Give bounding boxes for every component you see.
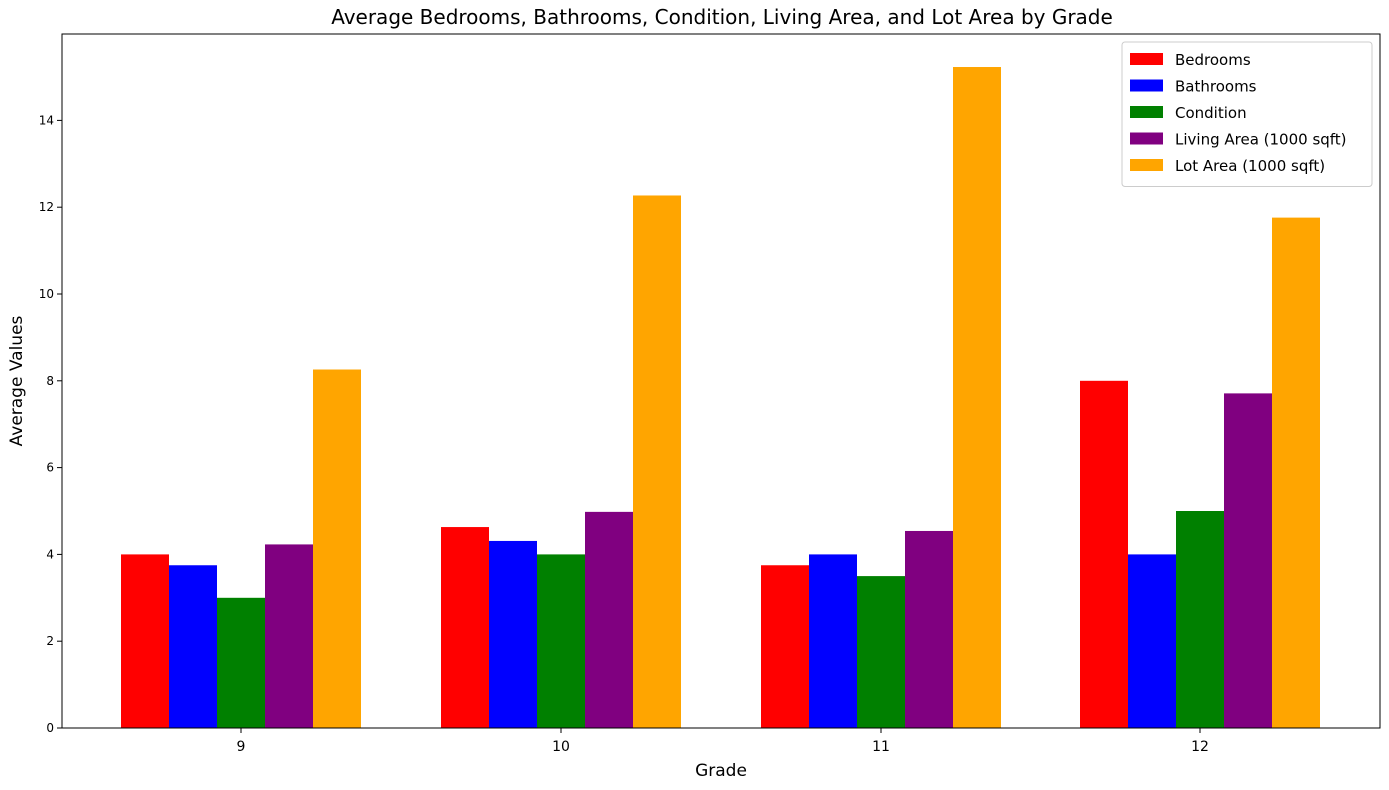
y-tick-label: 4 <box>46 547 54 561</box>
x-axis-title: Grade <box>695 761 747 781</box>
bar-lot-grade-10 <box>633 195 681 728</box>
legend-label: Bedrooms <box>1175 51 1251 69</box>
y-tick-label: 10 <box>39 287 54 301</box>
legend-swatch <box>1130 132 1163 145</box>
legend-swatch <box>1130 159 1163 171</box>
bar-bathrooms-grade-12 <box>1128 554 1176 728</box>
legend: Bedrooms Bathrooms Condition Living Area (1… <box>1121 41 1373 187</box>
bar-condition-grade-9 <box>217 597 265 728</box>
bar-bedrooms-grade-11 <box>761 565 809 728</box>
bars-group <box>121 67 1320 728</box>
bar-lot-grade-11 <box>953 67 1001 728</box>
y-tick-label: 6 <box>46 461 54 475</box>
legend-label: Living Area (1000 sqft) <box>1175 131 1347 149</box>
chart-title: Average Bedrooms, Bathrooms, Condition, … <box>331 5 1113 29</box>
legend-box <box>1121 41 1373 187</box>
legend-label: Lot Area (1000 sqft) <box>1175 157 1325 175</box>
x-tick-label: 9 <box>237 739 246 755</box>
x-tick-label: 11 <box>872 739 890 755</box>
y-tick-label: 8 <box>46 374 54 388</box>
y-axis: 0 2 4 6 8 10 12 14 <box>39 113 62 735</box>
x-tick-label: 10 <box>552 739 570 755</box>
bar-living-grade-11 <box>905 530 953 728</box>
bar-bathrooms-grade-11 <box>809 554 857 728</box>
x-axis: 9 10 11 12 <box>237 728 1209 755</box>
y-tick-label: 2 <box>46 634 54 648</box>
y-axis-title: Average Values <box>7 315 27 446</box>
bar-condition-grade-12 <box>1176 511 1224 728</box>
bar-condition-grade-10 <box>537 554 585 728</box>
legend-label: Condition <box>1175 104 1247 122</box>
bar-living-grade-12 <box>1224 393 1272 728</box>
legend-swatch <box>1130 106 1163 118</box>
bar-living-grade-9 <box>265 544 313 728</box>
bar-bedrooms-grade-12 <box>1080 380 1128 728</box>
bar-lot-grade-9 <box>313 369 361 728</box>
bar-lot-grade-12 <box>1272 217 1320 728</box>
bar-bathrooms-grade-9 <box>169 565 217 728</box>
bar-bedrooms-grade-9 <box>121 554 169 728</box>
x-tick-label: 12 <box>1191 739 1209 755</box>
y-tick-label: 12 <box>39 200 54 214</box>
bar-living-grade-10 <box>585 511 633 728</box>
y-tick-label: 14 <box>39 113 54 127</box>
legend-swatch <box>1130 53 1163 65</box>
y-tick-label: 0 <box>46 721 54 735</box>
legend-swatch <box>1130 79 1163 92</box>
legend-label: Bathrooms <box>1175 78 1257 96</box>
bar-condition-grade-11 <box>857 576 905 728</box>
bar-bathrooms-grade-10 <box>489 540 537 728</box>
bar-bedrooms-grade-10 <box>441 527 489 728</box>
